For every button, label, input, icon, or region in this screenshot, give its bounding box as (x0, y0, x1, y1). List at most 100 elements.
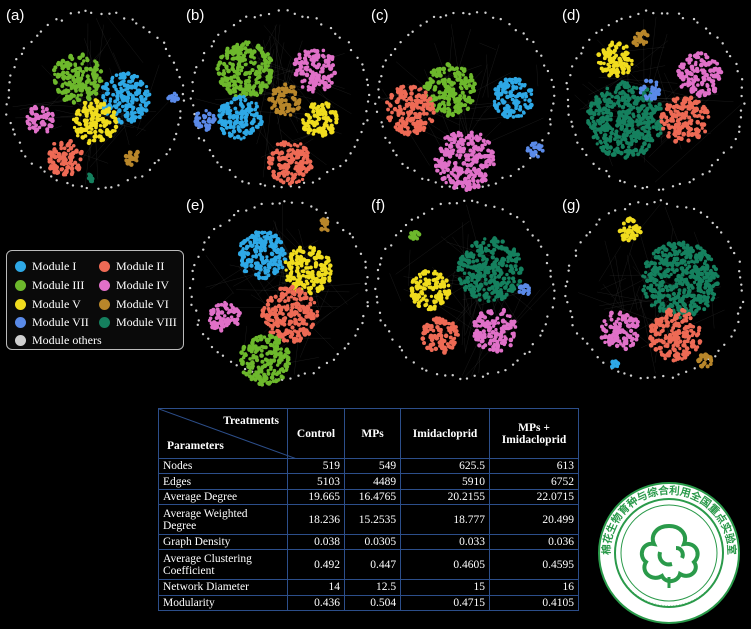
network-node (514, 260, 518, 264)
network-node (103, 85, 106, 88)
network-node (64, 152, 68, 156)
network-node (462, 68, 467, 73)
network-node (301, 15, 303, 17)
network-node (678, 65, 681, 68)
network-node (263, 235, 266, 238)
network-node (312, 87, 316, 91)
network-node (473, 375, 475, 377)
network-node (117, 108, 121, 112)
network-node (317, 273, 321, 277)
network-node (627, 69, 631, 73)
network-node (232, 97, 236, 101)
network-node (43, 170, 45, 172)
network-node (244, 368, 246, 370)
network-node (176, 69, 178, 71)
network-node (249, 243, 253, 247)
network-node (499, 288, 503, 292)
network-node (326, 228, 330, 232)
network-node (263, 61, 267, 65)
network-node (233, 114, 237, 118)
network-node (320, 69, 324, 73)
network-node (45, 130, 49, 134)
network-node (271, 173, 276, 178)
network-node (611, 152, 615, 156)
network-node (234, 45, 239, 50)
network-node (329, 130, 334, 135)
network-node (233, 24, 235, 26)
network-node (696, 21, 698, 23)
network-node (407, 34, 409, 36)
network-node (175, 133, 177, 135)
network-node (440, 165, 444, 169)
network-node (388, 102, 392, 106)
network-node (622, 55, 627, 60)
network-node (251, 127, 255, 131)
network-node (260, 314, 264, 318)
network-node (500, 18, 502, 20)
network-node (428, 107, 433, 112)
network-node (245, 113, 249, 117)
network-node (38, 126, 41, 129)
network-node (519, 86, 522, 89)
network-node (224, 103, 228, 107)
network-node (41, 106, 45, 110)
network-node (461, 91, 465, 95)
network-node (688, 71, 692, 75)
network-node (699, 63, 704, 68)
network-node (212, 155, 214, 157)
network-node (679, 136, 684, 141)
network-node (487, 244, 490, 247)
network-node (696, 120, 700, 124)
network-node (9, 122, 11, 124)
network-node (263, 249, 266, 252)
network-node (532, 146, 536, 150)
network-node (294, 305, 298, 309)
network-node (620, 98, 624, 102)
network-node (195, 309, 197, 311)
network-node (484, 249, 488, 253)
network-node (72, 75, 75, 78)
network-node (608, 52, 613, 57)
network-node (537, 239, 539, 241)
network-node (61, 71, 65, 75)
network-node (537, 147, 541, 151)
network-node (471, 161, 475, 165)
network-node (289, 113, 293, 117)
network-node (307, 88, 310, 91)
network-node (99, 102, 103, 106)
network-node (308, 245, 312, 249)
network-node (467, 176, 470, 179)
network-node (223, 77, 226, 80)
network-node (356, 139, 358, 141)
network-node (241, 360, 245, 364)
network-edge (537, 65, 538, 87)
network-node (257, 81, 260, 84)
network-node (323, 116, 328, 121)
network-node (394, 48, 396, 50)
network-node (458, 74, 461, 77)
network-node (92, 81, 96, 85)
network-node (271, 203, 273, 205)
network-node (304, 311, 307, 314)
network-node (295, 330, 299, 334)
network-node (454, 161, 457, 164)
network-node (687, 57, 691, 61)
network-node (50, 175, 52, 177)
network-node (87, 96, 92, 101)
network-node (173, 61, 175, 63)
network-node (147, 93, 150, 96)
network-node (398, 87, 403, 92)
network-node (379, 263, 381, 265)
network-node (634, 185, 636, 187)
network-node (50, 112, 54, 116)
network-node (630, 63, 633, 66)
network-node (345, 159, 347, 161)
network-node (302, 157, 305, 160)
network-node (125, 105, 129, 109)
network-node (494, 257, 499, 262)
network-node (196, 112, 200, 116)
network-node (451, 152, 454, 155)
network-node (396, 90, 399, 93)
network-node (254, 336, 258, 340)
network-node (456, 149, 460, 153)
